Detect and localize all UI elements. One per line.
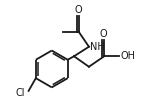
- Text: OH: OH: [120, 51, 135, 61]
- Text: NH: NH: [90, 42, 104, 52]
- Text: Cl: Cl: [15, 88, 25, 98]
- Text: O: O: [99, 29, 107, 39]
- Text: O: O: [75, 5, 83, 15]
